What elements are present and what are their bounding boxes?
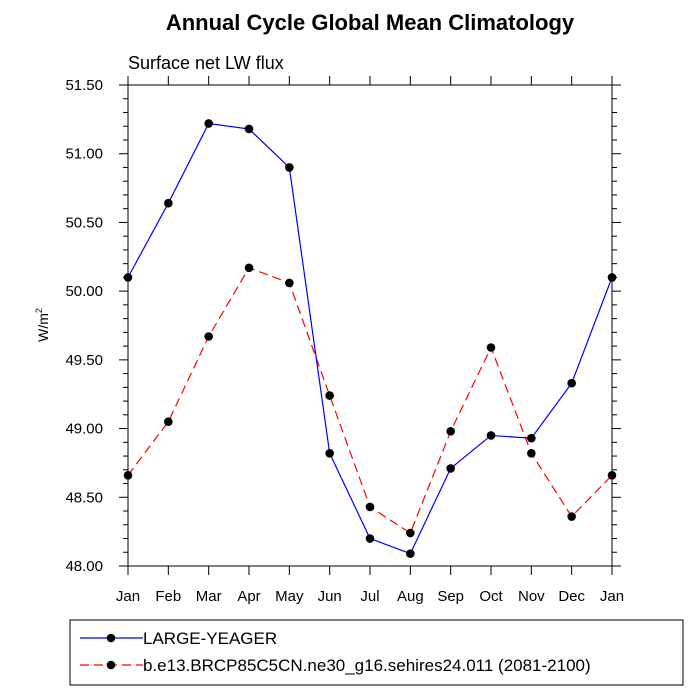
legend-marker bbox=[106, 633, 116, 643]
x-tick-label: Aug bbox=[397, 588, 424, 605]
series-layer bbox=[123, 119, 617, 558]
data-point bbox=[486, 431, 496, 440]
data-point bbox=[486, 343, 496, 352]
data-point bbox=[446, 464, 455, 473]
data-point bbox=[164, 198, 173, 208]
x-tick-label: Sep bbox=[437, 588, 464, 605]
x-tick-label: Oct bbox=[479, 588, 503, 605]
data-point bbox=[567, 378, 576, 388]
data-point bbox=[365, 502, 375, 512]
legend: LARGE-YEAGER b.e13.BRCP85C5CN.ne30_g16.se… bbox=[69, 619, 684, 686]
x-axis: Jan Feb Mar Apr May Jun Jul Aug Sep Oct Nov Dec Jan bbox=[116, 76, 624, 605]
data-point bbox=[527, 449, 536, 458]
data-point bbox=[123, 273, 133, 282]
y-tick-label: 51.00 bbox=[65, 146, 103, 163]
data-point bbox=[567, 512, 576, 521]
data-point bbox=[164, 417, 173, 427]
x-tick-label: Feb bbox=[155, 588, 181, 605]
y-tick-label: 48.00 bbox=[65, 558, 103, 575]
x-tick-label: Mar bbox=[196, 588, 222, 605]
data-point bbox=[285, 278, 294, 288]
legend-marker bbox=[106, 660, 116, 670]
legend-box bbox=[69, 619, 684, 686]
data-point bbox=[285, 163, 294, 172]
y-axis-label: W/m2 bbox=[34, 308, 51, 342]
data-point bbox=[204, 119, 213, 128]
data-point bbox=[527, 433, 536, 443]
chart-title: Annual Cycle Global Mean Climatology bbox=[166, 10, 575, 35]
data-point bbox=[607, 470, 617, 480]
data-point bbox=[607, 273, 617, 282]
data-point bbox=[406, 549, 415, 558]
data-point bbox=[325, 449, 334, 458]
y-axis: 48.00 48.50 49.00 49.50 50.00 50.50 51.00 51.50 bbox=[65, 77, 621, 575]
x-tick-label: Jun bbox=[318, 588, 342, 605]
x-tick-label: Jul bbox=[360, 588, 379, 605]
x-tick-label: Jan bbox=[600, 588, 624, 605]
y-tick-label: 51.50 bbox=[65, 77, 103, 94]
y-tick-label: 49.00 bbox=[65, 421, 103, 438]
y-tick-label: 49.50 bbox=[65, 352, 103, 369]
legend-label: LARGE-YEAGER bbox=[143, 629, 277, 648]
y-tick-label: 48.50 bbox=[65, 489, 103, 506]
y-tick-label: 50.00 bbox=[65, 283, 103, 300]
chart-subtitle: Surface net LW flux bbox=[128, 53, 284, 73]
data-point bbox=[204, 332, 213, 341]
x-tick-label: Dec bbox=[558, 588, 585, 605]
x-tick-label: May bbox=[275, 588, 304, 605]
data-point bbox=[365, 534, 375, 543]
x-tick-label: Nov bbox=[518, 588, 545, 605]
x-tick-label: Apr bbox=[237, 588, 260, 605]
series-2 bbox=[123, 263, 617, 538]
plot-area bbox=[127, 84, 613, 567]
y-axis-label-base: W/m bbox=[35, 313, 51, 342]
data-point bbox=[325, 391, 334, 400]
data-point bbox=[244, 124, 254, 134]
x-tick-label: Jan bbox=[116, 588, 140, 605]
series-line bbox=[127, 267, 613, 534]
legend-label: b.e13.BRCP85C5CN.ne30_g16.sehires24.011 … bbox=[143, 656, 591, 675]
series-line bbox=[127, 122, 613, 555]
series-1 bbox=[123, 119, 617, 558]
data-point bbox=[123, 470, 133, 480]
y-axis-label-superscript: 2 bbox=[34, 308, 44, 313]
y-tick-label: 50.50 bbox=[65, 214, 103, 231]
data-point bbox=[406, 528, 415, 538]
data-point bbox=[244, 263, 254, 273]
data-point bbox=[446, 427, 455, 436]
